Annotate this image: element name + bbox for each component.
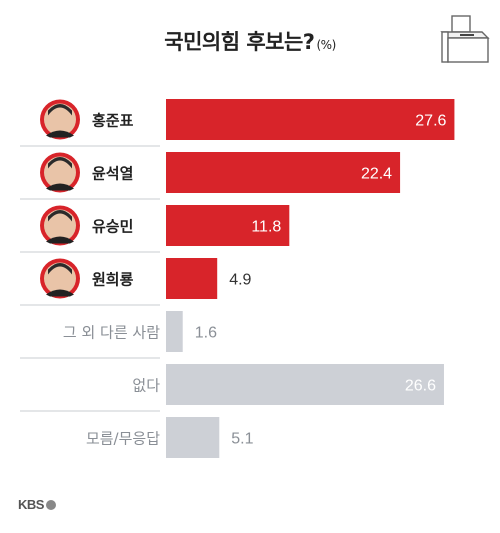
candidate-avatar-suit bbox=[46, 183, 74, 191]
logo-mark-icon bbox=[45, 500, 56, 510]
value-label: 22.4 bbox=[361, 166, 392, 183]
value-label: 4.9 bbox=[229, 272, 251, 289]
candidate-avatar-face bbox=[44, 209, 76, 242]
value-label: 1.6 bbox=[195, 325, 217, 342]
broadcaster-logo: KBS bbox=[18, 497, 56, 512]
value-label: 11.8 bbox=[251, 219, 281, 236]
value-label: 5.1 bbox=[231, 431, 253, 448]
candidate-avatar-hair bbox=[48, 157, 72, 169]
value-label: 26.6 bbox=[405, 378, 436, 395]
candidate-avatar-hair bbox=[48, 210, 72, 222]
value-label: 27.6 bbox=[415, 113, 446, 130]
candidate-label: 유승민 bbox=[92, 218, 133, 236]
title-unit: (%) bbox=[316, 38, 336, 52]
candidate-label: 홍준표 bbox=[92, 112, 134, 130]
bar bbox=[166, 364, 444, 405]
chart-title: 국민의힘 후보는? (%) bbox=[0, 26, 500, 56]
bar bbox=[166, 417, 220, 458]
title-text: 국민의힘 후보는? bbox=[164, 30, 315, 54]
candidate-avatar-suit bbox=[46, 130, 74, 138]
candidate-avatar-hair bbox=[48, 263, 72, 275]
bar bbox=[166, 311, 183, 352]
candidate-avatar-face bbox=[44, 103, 76, 136]
candidate-avatar-hair bbox=[48, 104, 72, 116]
candidate-avatar-face bbox=[44, 156, 76, 189]
candidate-label: 윤석열 bbox=[92, 165, 133, 183]
candidate-avatar-suit bbox=[46, 289, 74, 297]
bar bbox=[166, 99, 455, 140]
category-label: 그 외 다른 사람 bbox=[63, 324, 160, 342]
bar bbox=[166, 258, 218, 299]
category-label: 없다 bbox=[132, 377, 160, 395]
candidate-avatar-suit bbox=[46, 236, 74, 244]
logo-text: KBS bbox=[18, 497, 44, 512]
category-label: 모름/무응답 bbox=[86, 430, 160, 448]
bar bbox=[166, 152, 401, 193]
bar bbox=[166, 205, 290, 246]
candidate-avatar-face bbox=[44, 262, 76, 295]
candidate-label: 원희룡 bbox=[92, 271, 134, 289]
ballot-box-icon bbox=[440, 15, 490, 63]
